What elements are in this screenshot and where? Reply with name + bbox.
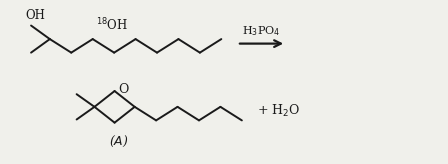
Text: + H$_2$O: + H$_2$O xyxy=(258,103,301,119)
Text: ($A$): ($A$) xyxy=(109,134,129,149)
Text: O: O xyxy=(118,83,129,96)
Text: H$_3$PO$_4$: H$_3$PO$_4$ xyxy=(242,24,281,38)
Text: $^{18}$OH: $^{18}$OH xyxy=(96,17,128,34)
Text: OH: OH xyxy=(26,9,45,22)
